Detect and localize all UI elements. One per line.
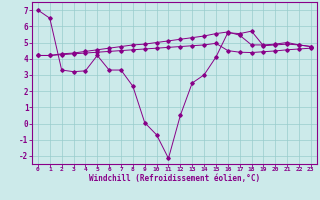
X-axis label: Windchill (Refroidissement éolien,°C): Windchill (Refroidissement éolien,°C) [89, 174, 260, 183]
